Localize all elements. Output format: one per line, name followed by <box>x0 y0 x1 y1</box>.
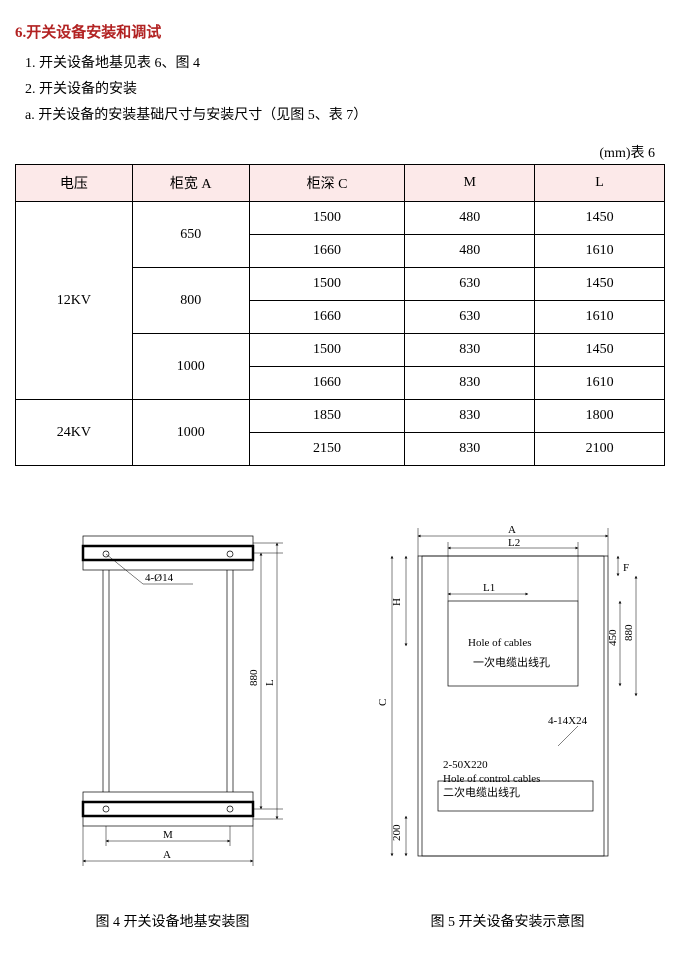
col-voltage: 电压 <box>16 165 133 202</box>
label-l2: L2 <box>508 537 520 549</box>
label-holes: 4-Ø14 <box>145 572 174 584</box>
cell: 1660 <box>249 367 405 400</box>
figure-5-caption: 图 5 开关设备安装示意图 <box>350 911 665 931</box>
label-a: A <box>163 849 171 861</box>
cell: 480 <box>405 235 535 268</box>
figure-4: 4-Ø14 880 L M A 图 4 开关设备地基安装图 <box>15 516 330 931</box>
table-header-row: 电压 柜宽 A 柜深 C M L <box>16 165 665 202</box>
figure-5: Hole of cables 一次电缆出线孔 2-50X220 Hole of … <box>350 516 665 931</box>
text-line-1: 1. 开关设备地基见表 6、图 4 <box>25 52 665 72</box>
cell: 1500 <box>249 268 405 301</box>
label-hole-cables-en: Hole of cables <box>468 637 532 649</box>
col-m: M <box>405 165 535 202</box>
cell: 2100 <box>535 433 665 466</box>
cell: 830 <box>405 334 535 367</box>
label-880: 880 <box>248 669 260 686</box>
label-450: 450 <box>607 629 619 646</box>
label-ctrl-cn: 二次电缆出线孔 <box>443 785 520 799</box>
cell: 1000 <box>132 400 249 466</box>
label-hole-cables-cn: 一次电缆出线孔 <box>473 655 550 669</box>
cell: 830 <box>405 400 535 433</box>
cell: 1800 <box>535 400 665 433</box>
cell: 1450 <box>535 334 665 367</box>
col-l: L <box>535 165 665 202</box>
cell: 1450 <box>535 268 665 301</box>
label-h: H <box>391 598 403 606</box>
cell: 650 <box>132 202 249 268</box>
col-width-a: 柜宽 A <box>132 165 249 202</box>
table-row: 24KV 1000 1850 830 1800 <box>16 400 665 433</box>
cell: 1610 <box>535 301 665 334</box>
text-line-2: 2. 开关设备的安装 <box>25 78 665 98</box>
figure-4-svg: 4-Ø14 880 L M A <box>33 516 313 886</box>
col-depth-c: 柜深 C <box>249 165 405 202</box>
figure-5-svg: Hole of cables 一次电缆出线孔 2-50X220 Hole of … <box>358 516 658 886</box>
cell: 480 <box>405 202 535 235</box>
cell: 1660 <box>249 301 405 334</box>
cell: 630 <box>405 301 535 334</box>
cell: 1610 <box>535 367 665 400</box>
figures-row: 4-Ø14 880 L M A 图 4 开关设备地基安装图 <box>15 516 665 931</box>
cell: 12KV <box>16 202 133 400</box>
label-a5: A <box>508 524 516 536</box>
label-880b: 880 <box>623 624 635 641</box>
label-f: F <box>623 562 629 574</box>
cell: 630 <box>405 268 535 301</box>
cell: 1500 <box>249 202 405 235</box>
cell: 1610 <box>535 235 665 268</box>
label-m: M <box>163 829 173 841</box>
cell: 1850 <box>249 400 405 433</box>
label-slot2: 2-50X220 <box>443 759 488 771</box>
label-slot: 4-14X24 <box>548 715 588 727</box>
label-l: L <box>264 679 276 686</box>
section-title: 6.开关设备安装和调试 <box>15 21 665 42</box>
figure-4-caption: 图 4 开关设备地基安装图 <box>15 911 330 931</box>
label-l1: L1 <box>483 582 495 594</box>
label-c: C <box>377 699 389 706</box>
cell: 800 <box>132 268 249 334</box>
cell: 24KV <box>16 400 133 466</box>
text-line-3: a. 开关设备的安装基础尺寸与安装尺寸（见图 5、表 7） <box>25 104 665 124</box>
cell: 830 <box>405 367 535 400</box>
label-200: 200 <box>391 824 403 841</box>
cell: 1500 <box>249 334 405 367</box>
unit-label: (mm)表 6 <box>15 142 665 162</box>
dimension-table: 电压 柜宽 A 柜深 C M L 12KV 650 1500 480 1450 … <box>15 164 665 466</box>
table-row: 12KV 650 1500 480 1450 <box>16 202 665 235</box>
cell: 2150 <box>249 433 405 466</box>
cell: 1450 <box>535 202 665 235</box>
label-ctrl-en: Hole of control cables <box>443 773 540 785</box>
cell: 830 <box>405 433 535 466</box>
cell: 1000 <box>132 334 249 400</box>
cell: 1660 <box>249 235 405 268</box>
